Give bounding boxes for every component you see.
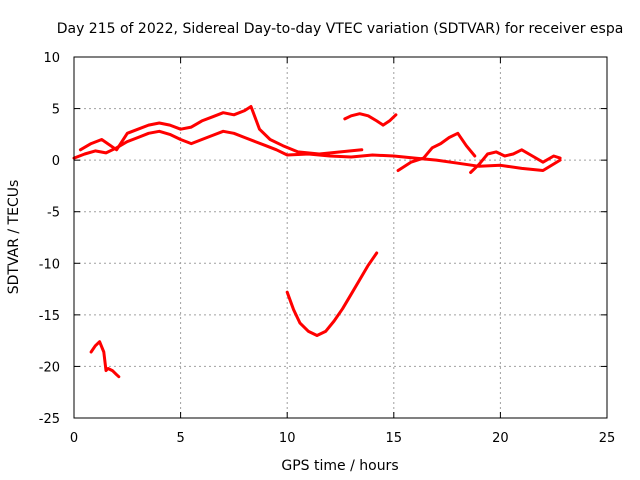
x-tick-label: 25 (599, 431, 616, 446)
y-tick-label: -10 (39, 257, 60, 272)
plot-series (72, 105, 562, 379)
series-main-band-upper (78, 105, 364, 156)
plot-frame (73, 56, 608, 419)
axis-ticks: 0 5 10 15 20 25 -25 -20 -15 -10 -5 0 5 10 (39, 51, 616, 446)
y-tick-label: -15 (39, 309, 60, 324)
y-tick-label: 0 (52, 154, 60, 169)
grid (74, 57, 607, 418)
x-axis-label: GPS time / hours (281, 458, 398, 474)
series-segment-1-2h (89, 340, 121, 379)
y-tick-label: -25 (39, 412, 60, 427)
y-tick-label: -20 (39, 360, 60, 375)
chart-title: Day 215 of 2022, Sidereal Day-to-day VTE… (57, 21, 624, 37)
series-main-band-lower (72, 129, 562, 172)
x-tick-label: 20 (492, 431, 509, 446)
x-tick-label: 5 (176, 431, 184, 446)
y-axis-label: SDTVAR / TECUs (6, 180, 22, 295)
y-tick-label: 5 (52, 103, 60, 118)
series-arc-14h (343, 112, 398, 127)
x-tick-label: 0 (70, 431, 78, 446)
series-segment-16-18h (396, 131, 477, 172)
series-segment-19-23h (469, 148, 562, 174)
x-tick-label: 15 (386, 431, 403, 446)
y-tick-label: -5 (47, 206, 60, 221)
y-tick-label: 10 (43, 51, 60, 66)
series-curve-10-14h (285, 251, 379, 337)
x-tick-label: 10 (279, 431, 296, 446)
